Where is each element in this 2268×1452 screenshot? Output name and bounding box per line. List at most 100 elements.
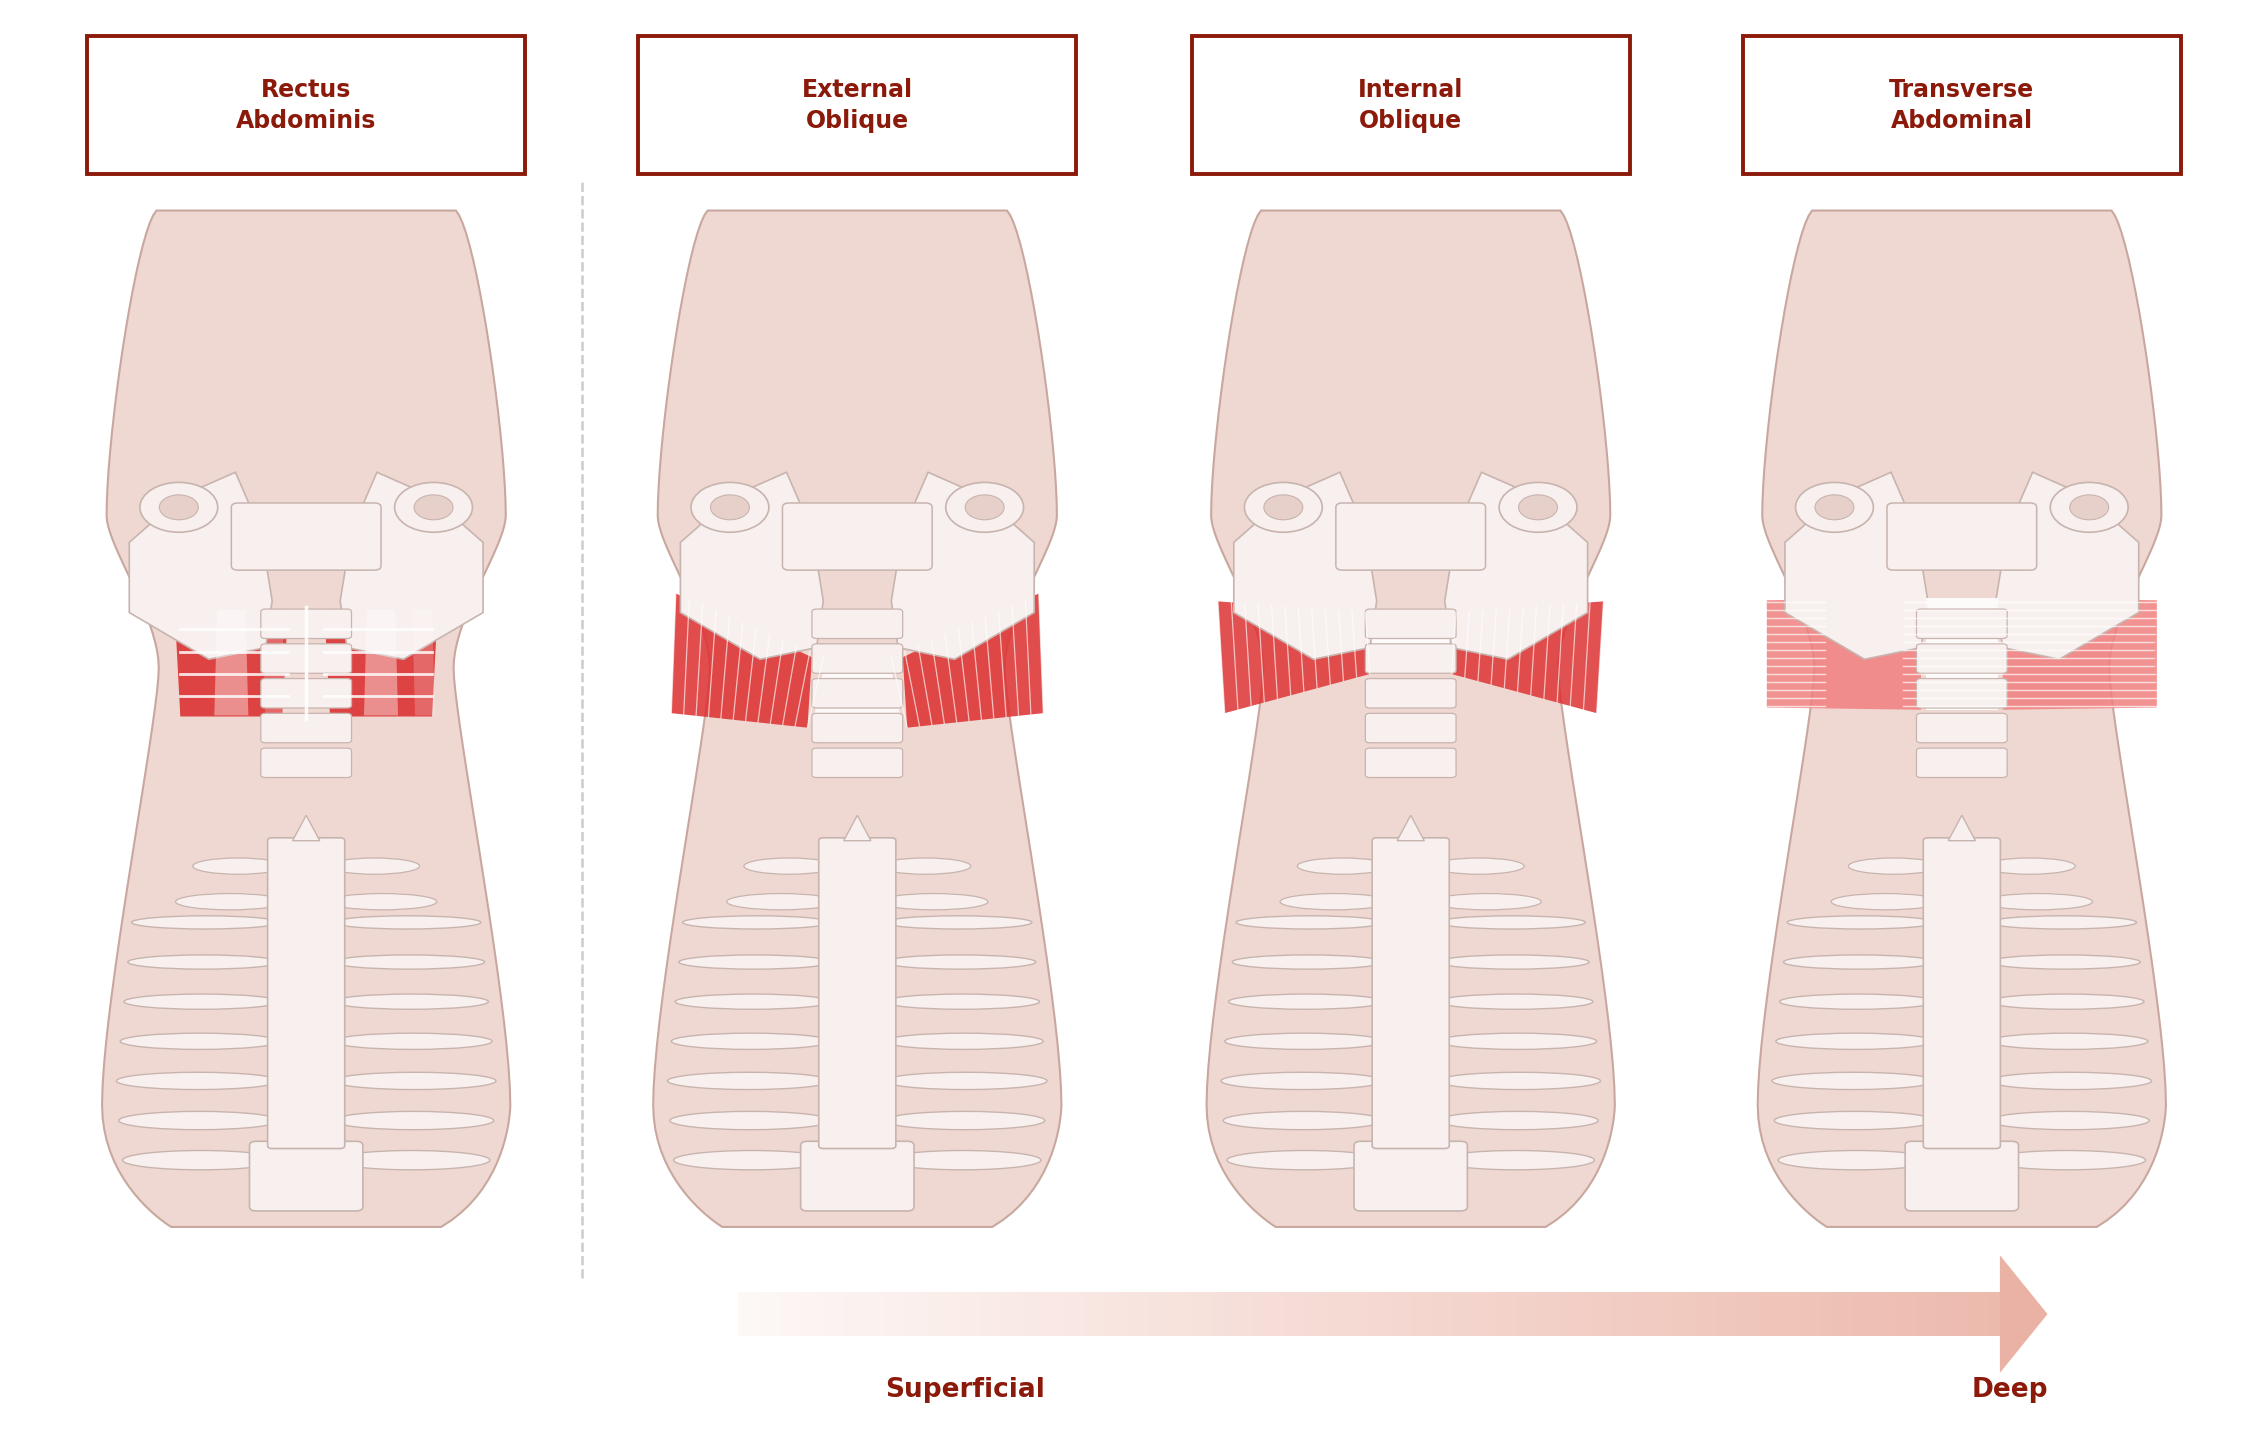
Bar bbox=[1232, 1292, 1243, 1336]
Circle shape bbox=[395, 482, 472, 533]
Ellipse shape bbox=[885, 995, 1039, 1009]
Bar bbox=[844, 1292, 853, 1336]
Bar bbox=[1327, 1292, 1338, 1336]
Bar bbox=[1810, 1292, 1821, 1336]
Bar bbox=[1222, 1292, 1232, 1336]
Ellipse shape bbox=[333, 916, 481, 929]
Ellipse shape bbox=[1232, 955, 1383, 968]
Bar bbox=[1969, 1292, 1980, 1336]
Ellipse shape bbox=[1774, 1111, 1935, 1130]
Bar bbox=[801, 1292, 812, 1336]
Ellipse shape bbox=[885, 955, 1036, 968]
Ellipse shape bbox=[125, 995, 279, 1009]
Polygon shape bbox=[1207, 211, 1615, 1227]
Bar bbox=[1286, 1292, 1295, 1336]
Bar bbox=[1127, 1292, 1139, 1336]
FancyBboxPatch shape bbox=[1916, 748, 2007, 778]
Bar bbox=[1243, 1292, 1254, 1336]
Circle shape bbox=[2071, 495, 2109, 520]
Bar bbox=[1390, 1292, 1402, 1336]
Ellipse shape bbox=[1229, 995, 1383, 1009]
Polygon shape bbox=[812, 658, 903, 727]
Ellipse shape bbox=[333, 1150, 490, 1170]
Bar bbox=[1642, 1292, 1653, 1336]
Ellipse shape bbox=[676, 995, 830, 1009]
FancyBboxPatch shape bbox=[1365, 748, 1456, 778]
FancyBboxPatch shape bbox=[1923, 838, 2000, 1149]
Ellipse shape bbox=[1236, 916, 1383, 929]
Polygon shape bbox=[293, 816, 320, 841]
Ellipse shape bbox=[116, 1072, 279, 1089]
FancyBboxPatch shape bbox=[812, 713, 903, 743]
Bar bbox=[1538, 1292, 1547, 1336]
Ellipse shape bbox=[132, 916, 279, 929]
FancyBboxPatch shape bbox=[782, 502, 932, 571]
Ellipse shape bbox=[127, 955, 279, 968]
Text: External
Oblique: External Oblique bbox=[803, 78, 912, 132]
Bar bbox=[939, 1292, 948, 1336]
Ellipse shape bbox=[122, 1150, 279, 1170]
FancyBboxPatch shape bbox=[86, 36, 526, 174]
Ellipse shape bbox=[333, 995, 488, 1009]
Bar bbox=[1957, 1292, 1969, 1336]
Text: Transverse
Abdominal: Transverse Abdominal bbox=[1889, 78, 2034, 132]
Polygon shape bbox=[213, 610, 249, 716]
Polygon shape bbox=[1785, 472, 1928, 659]
Bar bbox=[1590, 1292, 1601, 1336]
Ellipse shape bbox=[1780, 995, 1935, 1009]
FancyBboxPatch shape bbox=[1916, 713, 2007, 743]
Polygon shape bbox=[1370, 613, 1452, 674]
Ellipse shape bbox=[1279, 893, 1388, 910]
Bar bbox=[1622, 1292, 1633, 1336]
Ellipse shape bbox=[1438, 955, 1590, 968]
Bar bbox=[739, 1292, 748, 1336]
Ellipse shape bbox=[885, 1072, 1048, 1089]
Bar bbox=[823, 1292, 832, 1336]
Bar bbox=[769, 1292, 780, 1336]
Bar bbox=[1926, 1292, 1937, 1336]
Bar bbox=[780, 1292, 792, 1336]
Bar bbox=[991, 1292, 1000, 1336]
Bar bbox=[1315, 1292, 1327, 1336]
Ellipse shape bbox=[120, 1034, 279, 1050]
Polygon shape bbox=[413, 610, 435, 716]
Ellipse shape bbox=[1433, 858, 1524, 874]
FancyBboxPatch shape bbox=[249, 1141, 363, 1211]
Ellipse shape bbox=[674, 1150, 830, 1170]
Circle shape bbox=[2050, 482, 2127, 533]
Bar bbox=[1306, 1292, 1315, 1336]
Polygon shape bbox=[903, 594, 1043, 727]
Polygon shape bbox=[1452, 601, 1603, 713]
FancyBboxPatch shape bbox=[812, 678, 903, 709]
Polygon shape bbox=[102, 211, 510, 1227]
Polygon shape bbox=[263, 610, 286, 716]
Text: Deep: Deep bbox=[1971, 1376, 2048, 1403]
Bar bbox=[1610, 1292, 1622, 1336]
Ellipse shape bbox=[1222, 1111, 1383, 1130]
Ellipse shape bbox=[880, 858, 971, 874]
Ellipse shape bbox=[1297, 858, 1388, 874]
FancyBboxPatch shape bbox=[812, 608, 903, 639]
Bar bbox=[1662, 1292, 1674, 1336]
Ellipse shape bbox=[1438, 1150, 1594, 1170]
Bar bbox=[812, 1292, 823, 1336]
Bar bbox=[1601, 1292, 1610, 1336]
Polygon shape bbox=[1397, 816, 1424, 841]
Bar bbox=[1980, 1292, 1989, 1336]
Bar bbox=[1737, 1292, 1749, 1336]
Bar bbox=[1379, 1292, 1390, 1336]
Circle shape bbox=[966, 495, 1005, 520]
Bar bbox=[1295, 1292, 1306, 1336]
Polygon shape bbox=[340, 472, 483, 659]
Bar bbox=[1032, 1292, 1043, 1336]
Bar bbox=[916, 1292, 928, 1336]
Polygon shape bbox=[1445, 472, 1588, 659]
Ellipse shape bbox=[1776, 1034, 1935, 1050]
Bar bbox=[1254, 1292, 1263, 1336]
Polygon shape bbox=[129, 472, 272, 659]
Bar bbox=[1442, 1292, 1454, 1336]
Bar bbox=[1000, 1292, 1012, 1336]
Bar bbox=[1084, 1292, 1095, 1336]
Bar bbox=[1547, 1292, 1558, 1336]
Bar bbox=[1043, 1292, 1055, 1336]
